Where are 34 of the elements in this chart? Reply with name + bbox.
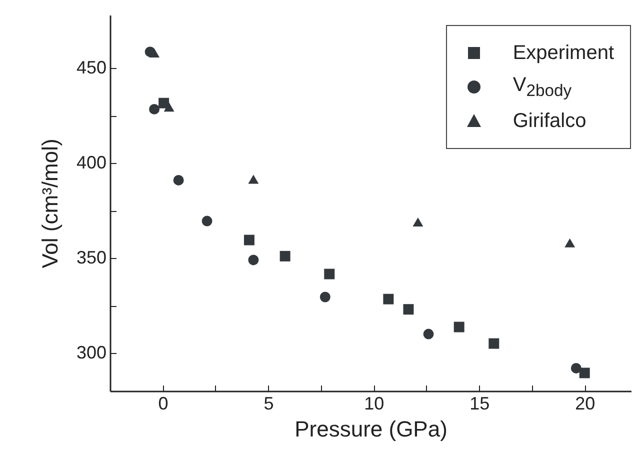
point <box>202 216 212 226</box>
point <box>570 362 582 374</box>
y-tick-label: 350 <box>76 248 106 268</box>
y-axis-title: Vol (cm³/mol) <box>37 138 62 268</box>
y-tick-label: 400 <box>76 152 106 173</box>
x-tick-label: 20 <box>575 394 596 414</box>
point <box>383 294 394 304</box>
point <box>173 174 184 186</box>
point <box>454 322 464 332</box>
point <box>423 328 434 340</box>
point <box>320 292 330 302</box>
point <box>412 217 424 227</box>
legend-label: Girifalco <box>512 110 586 132</box>
point <box>248 174 259 184</box>
point <box>280 250 290 262</box>
legend-label: Experiment <box>512 42 614 64</box>
x-tick-label: 5 <box>264 394 274 414</box>
point <box>324 268 335 280</box>
point <box>564 238 576 248</box>
point <box>248 254 259 266</box>
x-tick-label: 15 <box>470 394 490 414</box>
point <box>579 368 590 378</box>
point <box>488 338 500 349</box>
point <box>164 102 174 112</box>
x-tick-label: 0 <box>158 394 168 414</box>
point <box>149 104 160 114</box>
x-axis-title: Pressure (GPa) <box>294 416 448 442</box>
y-tick-label: 450 <box>76 58 106 78</box>
legend-label: V$_{2body}$ <box>512 74 572 100</box>
x-tick-label: 10 <box>364 394 384 414</box>
point <box>403 304 414 315</box>
point <box>244 234 254 246</box>
point <box>149 48 160 58</box>
y-tick-label: 300 <box>76 342 106 363</box>
